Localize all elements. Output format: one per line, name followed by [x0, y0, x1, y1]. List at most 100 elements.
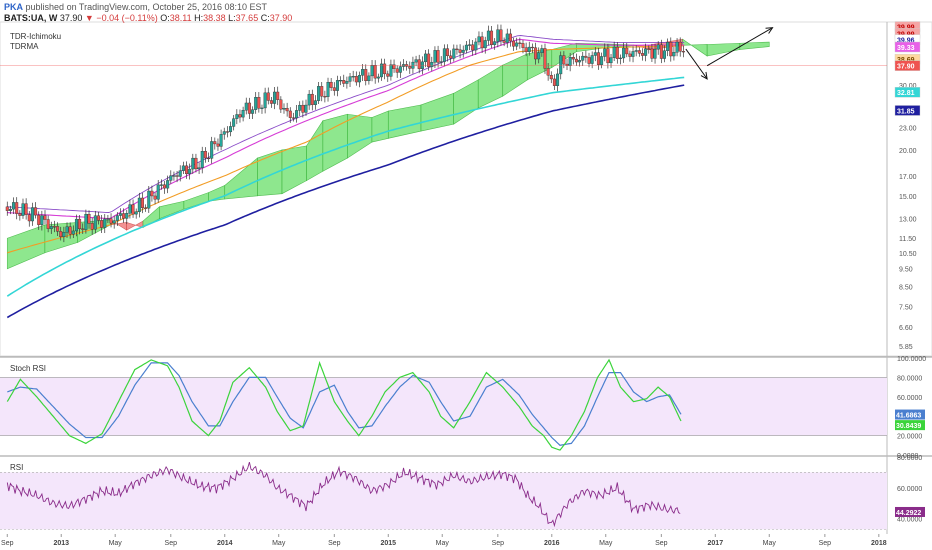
- candle-body: [175, 175, 179, 177]
- price-tick-label: 30.00: [899, 83, 917, 90]
- candle-body: [134, 211, 138, 215]
- price-tag-label: 31.85: [897, 108, 915, 115]
- candle-body: [153, 195, 157, 200]
- candle-body: [159, 184, 163, 186]
- candle-body: [106, 218, 110, 220]
- candle-body: [433, 50, 437, 63]
- price-tick-label: 20.00: [899, 148, 917, 155]
- candle-body: [68, 226, 72, 235]
- stoch-value-label: 30.8439: [896, 423, 921, 430]
- candle-body: [468, 44, 472, 46]
- candle-body: [317, 86, 321, 101]
- price-tick-label: 15.00: [899, 194, 917, 201]
- rsi-value-tag: [895, 506, 925, 517]
- stoch-d-line: [7, 362, 682, 446]
- candle-body: [656, 44, 660, 50]
- ma_magenta-line: [7, 38, 685, 220]
- candle-body: [307, 93, 311, 106]
- candle-body: [417, 59, 421, 70]
- candle-body: [235, 114, 239, 119]
- candle-body: [345, 81, 349, 84]
- candle-body: [596, 52, 600, 65]
- candle-body: [618, 57, 622, 59]
- candle-body: [392, 64, 396, 69]
- candle-body: [376, 76, 380, 79]
- rsi-value-label: 44.2922: [896, 510, 921, 517]
- candle-body: [257, 97, 261, 109]
- stoch-tick-label: 60.0000: [897, 395, 922, 402]
- candle-body: [203, 151, 207, 159]
- candle-body: [335, 80, 339, 91]
- candle-body: [537, 52, 541, 60]
- candle-body: [191, 157, 195, 170]
- ohlc-line: BATS:UA, W 37.90 ▼ −0.04 (−0.11%) O:38.1…: [4, 13, 292, 23]
- candle-body: [62, 232, 66, 238]
- candle-body: [244, 102, 248, 111]
- publish-line: PKA published on TradingView.com, Octobe…: [4, 2, 267, 12]
- candle-body: [574, 58, 578, 63]
- candle-body: [216, 143, 220, 147]
- candle-body: [197, 167, 201, 170]
- time-tick-label: Sep: [328, 540, 341, 547]
- candle-body: [606, 48, 610, 64]
- time-tick-label: May: [436, 540, 450, 547]
- low-value: 37.65: [235, 13, 259, 23]
- candle-body: [515, 42, 519, 47]
- candle-body: [263, 92, 267, 109]
- time-tick-label: 2014: [217, 540, 233, 547]
- ichimoku-cloud-segment: [739, 41, 770, 50]
- candle-body: [615, 46, 619, 59]
- candle-body: [93, 215, 97, 230]
- change-arrow: ▼: [84, 13, 94, 23]
- stoch-rsi-title[interactable]: Stoch RSI: [10, 364, 47, 373]
- author-link[interactable]: PKA: [4, 2, 24, 12]
- candle-body: [662, 50, 666, 59]
- candle-body: [581, 55, 585, 61]
- candle-body: [383, 63, 387, 75]
- candle-body: [125, 213, 129, 219]
- candle-body: [313, 100, 317, 105]
- candle-body: [21, 203, 25, 216]
- candle-body: [650, 48, 654, 59]
- candle-body: [241, 110, 245, 118]
- time-tick-label: Sep: [655, 540, 668, 547]
- price-tick-label: 13.00: [899, 217, 917, 224]
- candle-body: [568, 57, 572, 66]
- candle-body: [474, 41, 478, 51]
- candle-body: [370, 65, 374, 77]
- candle-body: [213, 141, 217, 145]
- candle-body: [455, 48, 459, 50]
- candle-body: [96, 215, 100, 221]
- candle-body: [546, 68, 550, 76]
- indicator-ma-label[interactable]: TDRMA: [10, 42, 39, 51]
- candle-body: [540, 48, 544, 54]
- candle-body: [600, 56, 604, 65]
- symbol-label[interactable]: BATS:UA, W: [4, 13, 58, 23]
- candle-body: [458, 49, 462, 53]
- candle-body: [332, 87, 336, 91]
- candle-body: [449, 55, 453, 59]
- candle-body: [128, 204, 132, 214]
- price-tick-label: 17.00: [899, 174, 917, 181]
- candle-body: [118, 213, 122, 216]
- candle-body: [364, 69, 368, 82]
- candle-body: [282, 108, 286, 110]
- price-tick-label: 8.50: [899, 284, 913, 291]
- candle-body: [354, 76, 358, 83]
- candle-body: [185, 165, 189, 175]
- candle-body: [556, 73, 560, 86]
- candle-body: [644, 48, 648, 56]
- price-tag-box: [894, 87, 921, 98]
- candle-body: [571, 57, 575, 60]
- candle-body: [653, 48, 657, 59]
- candle-body: [461, 49, 465, 53]
- candle-body: [109, 218, 113, 224]
- candle-body: [100, 220, 104, 228]
- candle-body: [288, 110, 292, 118]
- candle-body: [609, 57, 613, 64]
- indicator-ichimoku-label[interactable]: TDR-Ichimoku: [10, 32, 62, 41]
- candle-body: [593, 52, 597, 56]
- price-tag-label: 32.81: [897, 90, 915, 97]
- candle-body: [559, 55, 563, 75]
- rsi-title[interactable]: RSI: [10, 463, 24, 472]
